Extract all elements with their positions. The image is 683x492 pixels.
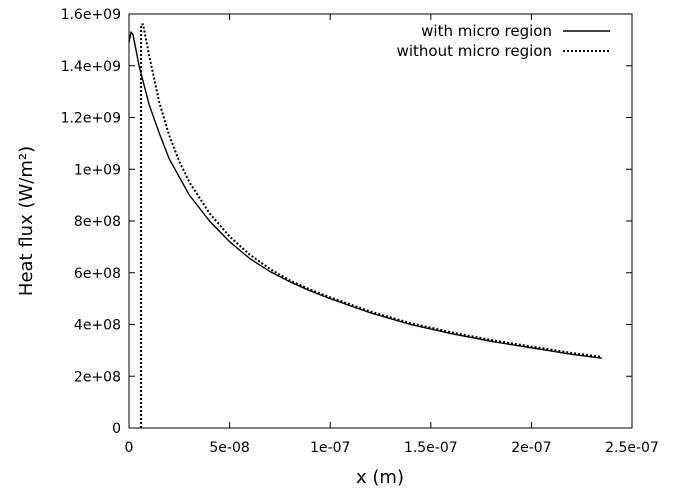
y-tick-label: 1e+09 xyxy=(74,162,121,178)
y-tick-label: 4e+08 xyxy=(74,318,121,334)
legend: with micro region without micro region xyxy=(397,22,610,60)
x-tick-label: 1e-07 xyxy=(310,440,350,456)
y-tick-label: 0 xyxy=(112,421,121,437)
plot-frame xyxy=(128,13,633,429)
y-axis-title: Heat flux (W/m²) xyxy=(16,146,37,296)
y-tick-label: 6e+08 xyxy=(74,266,121,282)
series-line-without-micro-region xyxy=(140,23,602,428)
y-tick-label: 1.4e+09 xyxy=(61,59,121,75)
x-tick-label: 0 xyxy=(125,440,134,456)
legend-label-with-micro-region: with micro region xyxy=(421,22,552,40)
series-layer xyxy=(128,23,602,428)
y-tick-label: 1.2e+09 xyxy=(61,111,121,127)
x-tick-label: 2.5e-07 xyxy=(605,440,659,456)
x-tick-label: 2e-07 xyxy=(511,440,551,456)
x-tick-label: 5e-08 xyxy=(209,440,249,456)
series-line-with-micro-region xyxy=(128,31,602,359)
x-tick-label: 1.5e-07 xyxy=(404,440,458,456)
y-tick-label: 2e+08 xyxy=(74,369,121,385)
y-tick-label: 1.6e+09 xyxy=(61,7,121,23)
y-tick-label: 8e+08 xyxy=(74,214,121,230)
x-axis-title: x (m) xyxy=(356,467,404,488)
x-axis-ticks: 0 5e-08 1e-07 1.5e-07 2e-07 2.5e-07 xyxy=(125,14,659,456)
legend-label-without-micro-region: without micro region xyxy=(397,42,552,60)
y-axis-ticks: 0 2e+08 4e+08 6e+08 8e+08 1e+09 1.2e+09 1.4e+09… xyxy=(61,7,632,437)
